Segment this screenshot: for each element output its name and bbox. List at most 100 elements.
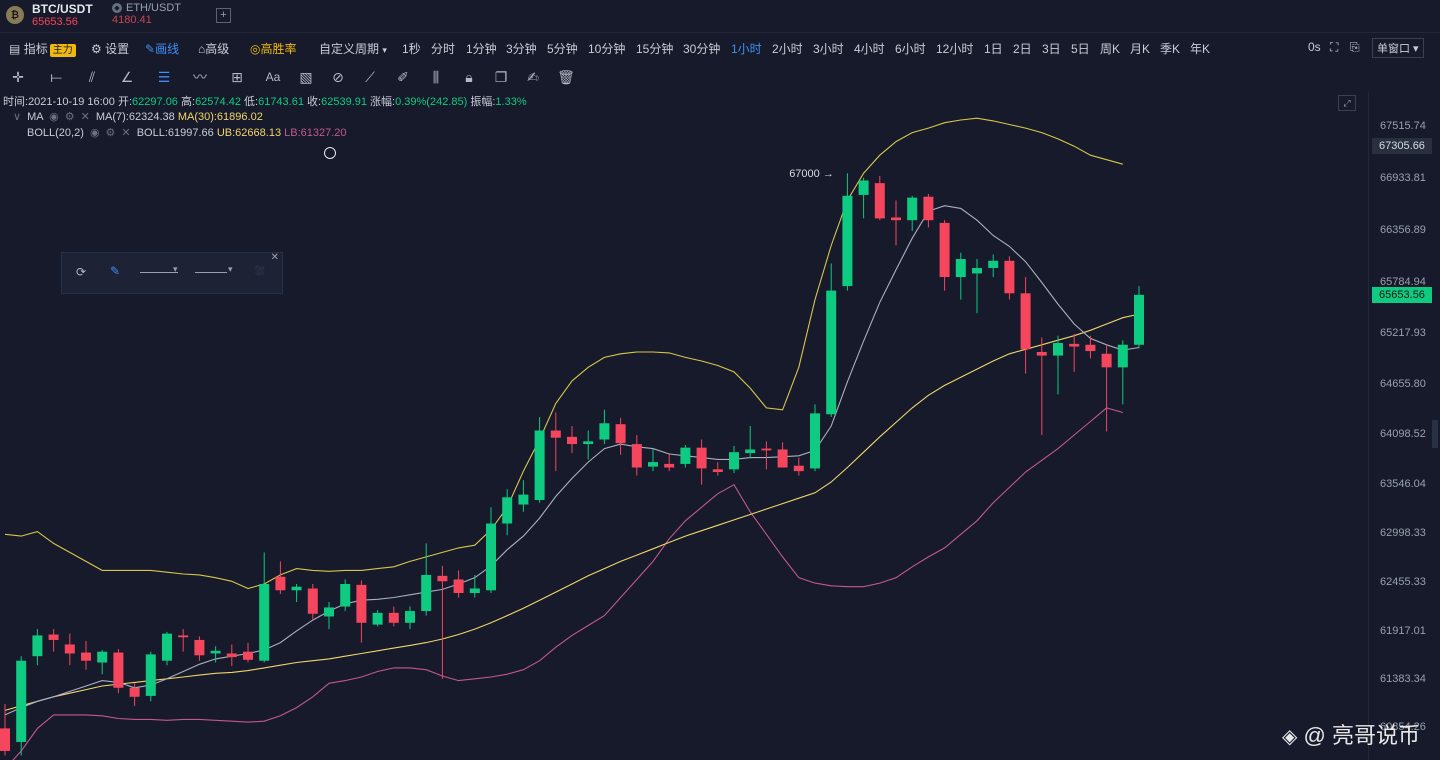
period-6[interactable]: 15分钟: [636, 42, 674, 56]
candle-body: [664, 463, 675, 468]
period-12[interactable]: 6小时: [895, 42, 926, 56]
period-1[interactable]: 分时: [431, 42, 456, 56]
candle-body: [388, 612, 399, 623]
period-18[interactable]: 周K: [1100, 42, 1121, 56]
trash-icon[interactable]: 🗑︎: [557, 69, 575, 85]
pencil-icon[interactable]: ✐: [397, 69, 409, 85]
boll-name: BOLL(20,2): [27, 127, 84, 139]
line-style-select[interactable]: [195, 272, 227, 273]
candle-body: [1085, 344, 1096, 352]
candle-body: [421, 574, 432, 612]
fill-icon[interactable]: ⛆: [255, 264, 265, 278]
period-14[interactable]: 1日: [984, 42, 1003, 56]
period-4[interactable]: 5分钟: [547, 42, 578, 56]
candle-body: [129, 687, 140, 697]
advanced-button[interactable]: ⌂高级: [198, 40, 229, 57]
wave-icon[interactable]: 〰: [193, 69, 207, 85]
price-tick: 66933.81: [1380, 172, 1426, 185]
text-icon[interactable]: Aa: [265, 70, 281, 84]
horizontal-line-icon[interactable]: ⟝: [50, 69, 62, 85]
period-5[interactable]: 10分钟: [588, 42, 626, 56]
angle-icon[interactable]: ∠: [120, 69, 134, 85]
candle-body: [631, 444, 642, 468]
ub-value: UB:62668.13: [216, 127, 282, 139]
measure-icon[interactable]: ⊞: [231, 69, 243, 85]
brush-icon[interactable]: ▧: [299, 69, 313, 85]
candles-icon[interactable]: ⫼: [432, 69, 440, 85]
close-icon[interactable]: ✕: [80, 111, 90, 123]
copy-icon[interactable]: ❐: [494, 69, 508, 85]
draw-button[interactable]: ✎画线: [145, 40, 179, 57]
lock-icon[interactable]: 🔒︎: [465, 69, 473, 85]
close-icon[interactable]: ✕: [121, 127, 131, 139]
chevron-down-icon: ▾: [382, 45, 387, 55]
gear-icon[interactable]: ⚙: [105, 127, 116, 139]
line-width-select[interactable]: [140, 272, 178, 273]
high-value: 62574.42: [195, 96, 241, 108]
custom-period-dropdown[interactable]: 自定义周期 ▾: [319, 40, 387, 57]
eraser-icon[interactable]: ⊘: [332, 69, 344, 85]
custom-period-label: 自定义周期: [319, 42, 380, 56]
candle-body: [858, 180, 869, 195]
draw-label: 画线: [155, 42, 180, 56]
main-badge: 主力: [49, 44, 76, 57]
period-21[interactable]: 年K: [1190, 42, 1211, 56]
period-17[interactable]: 5日: [1071, 42, 1090, 56]
candle-body: [955, 259, 966, 278]
gear-icon[interactable]: ⚙: [64, 111, 75, 123]
line-color-icon[interactable]: ✎: [110, 264, 121, 278]
period-10[interactable]: 3小时: [813, 42, 844, 56]
tab-eth-symbol: ETH/USDT: [126, 2, 181, 14]
candle-body: [1069, 343, 1080, 347]
candlestick-chart[interactable]: 67000 →: [0, 0, 1368, 760]
eye-icon[interactable]: ◉: [89, 127, 100, 139]
add-tab-button[interactable]: +: [216, 8, 231, 23]
indicator-button[interactable]: ▤ 指标 主力: [9, 40, 76, 57]
expand-icon[interactable]: ⤢: [1338, 95, 1356, 111]
template-icon[interactable]: ⟳: [76, 265, 87, 279]
period-15[interactable]: 2日: [1013, 42, 1032, 56]
chevron-down-icon[interactable]: ▾: [228, 264, 233, 274]
price-tick: 60854.26: [1380, 721, 1426, 734]
boll-upper-band: [4, 117, 1123, 590]
candle-body: [469, 588, 480, 593]
candle-body: [761, 448, 772, 451]
boll-indicator-row: BOLL(20,2) ◉ ⚙ ✕ BOLL:61997.66 UB:62668.13…: [27, 126, 347, 139]
win-rate-button[interactable]: ◎高胜率: [250, 40, 297, 57]
parallel-lines-icon[interactable]: ☰: [157, 69, 171, 85]
watermark: ◈ @ 亮哥说币: [1282, 718, 1420, 750]
tab-btc-symbol: BTC/USDT: [32, 2, 93, 16]
period-3[interactable]: 3分钟: [506, 42, 537, 56]
amp-label: 振幅:: [470, 96, 496, 108]
tab-eth-usdt[interactable]: ETH/USDT 4180.41: [112, 2, 181, 30]
period-19[interactable]: 月K: [1130, 42, 1151, 56]
eye-icon[interactable]: ◉: [49, 111, 59, 123]
period-20[interactable]: 季K: [1160, 42, 1181, 56]
candle-body: [1117, 344, 1128, 368]
price-axis[interactable]: 67515.74 66933.81 66356.89 65784.94 65217.93…: [1368, 92, 1440, 760]
crosshair-icon[interactable]: ✛: [12, 69, 24, 85]
fullscreen-icon[interactable]: ⛶: [1330, 40, 1339, 54]
period-9[interactable]: 2小时: [772, 42, 803, 56]
collapse-icon[interactable]: ∨: [13, 111, 22, 123]
period-2[interactable]: 1分钟: [466, 42, 497, 56]
period-16[interactable]: 3日: [1042, 42, 1061, 56]
settings-button[interactable]: ⚙ 设置: [91, 40, 129, 57]
trend-lines-icon[interactable]: ⫽: [88, 69, 96, 85]
ruler-icon[interactable]: ⟋: [365, 69, 375, 85]
period-11[interactable]: 4小时: [854, 42, 885, 56]
edit-icon[interactable]: ✍: [527, 69, 539, 85]
period-7[interactable]: 30分钟: [683, 42, 721, 56]
candle-body: [502, 497, 513, 524]
screenshot-icon[interactable]: ⎘: [1350, 40, 1360, 54]
scroll-handle[interactable]: [1432, 420, 1438, 448]
chevron-down-icon[interactable]: ▾: [173, 264, 178, 274]
period-0[interactable]: 1秒: [402, 42, 421, 56]
period-13[interactable]: 12小时: [936, 42, 974, 56]
tab-btc-usdt[interactable]: BTC/USDT 65653.56: [32, 2, 93, 30]
period-8[interactable]: 1小时: [731, 42, 762, 56]
window-dropdown[interactable]: 单窗口 ▾: [1372, 38, 1424, 58]
pen-icon: ✎: [145, 42, 156, 56]
candle-body: [874, 183, 885, 219]
close-icon[interactable]: ✕: [270, 252, 279, 263]
